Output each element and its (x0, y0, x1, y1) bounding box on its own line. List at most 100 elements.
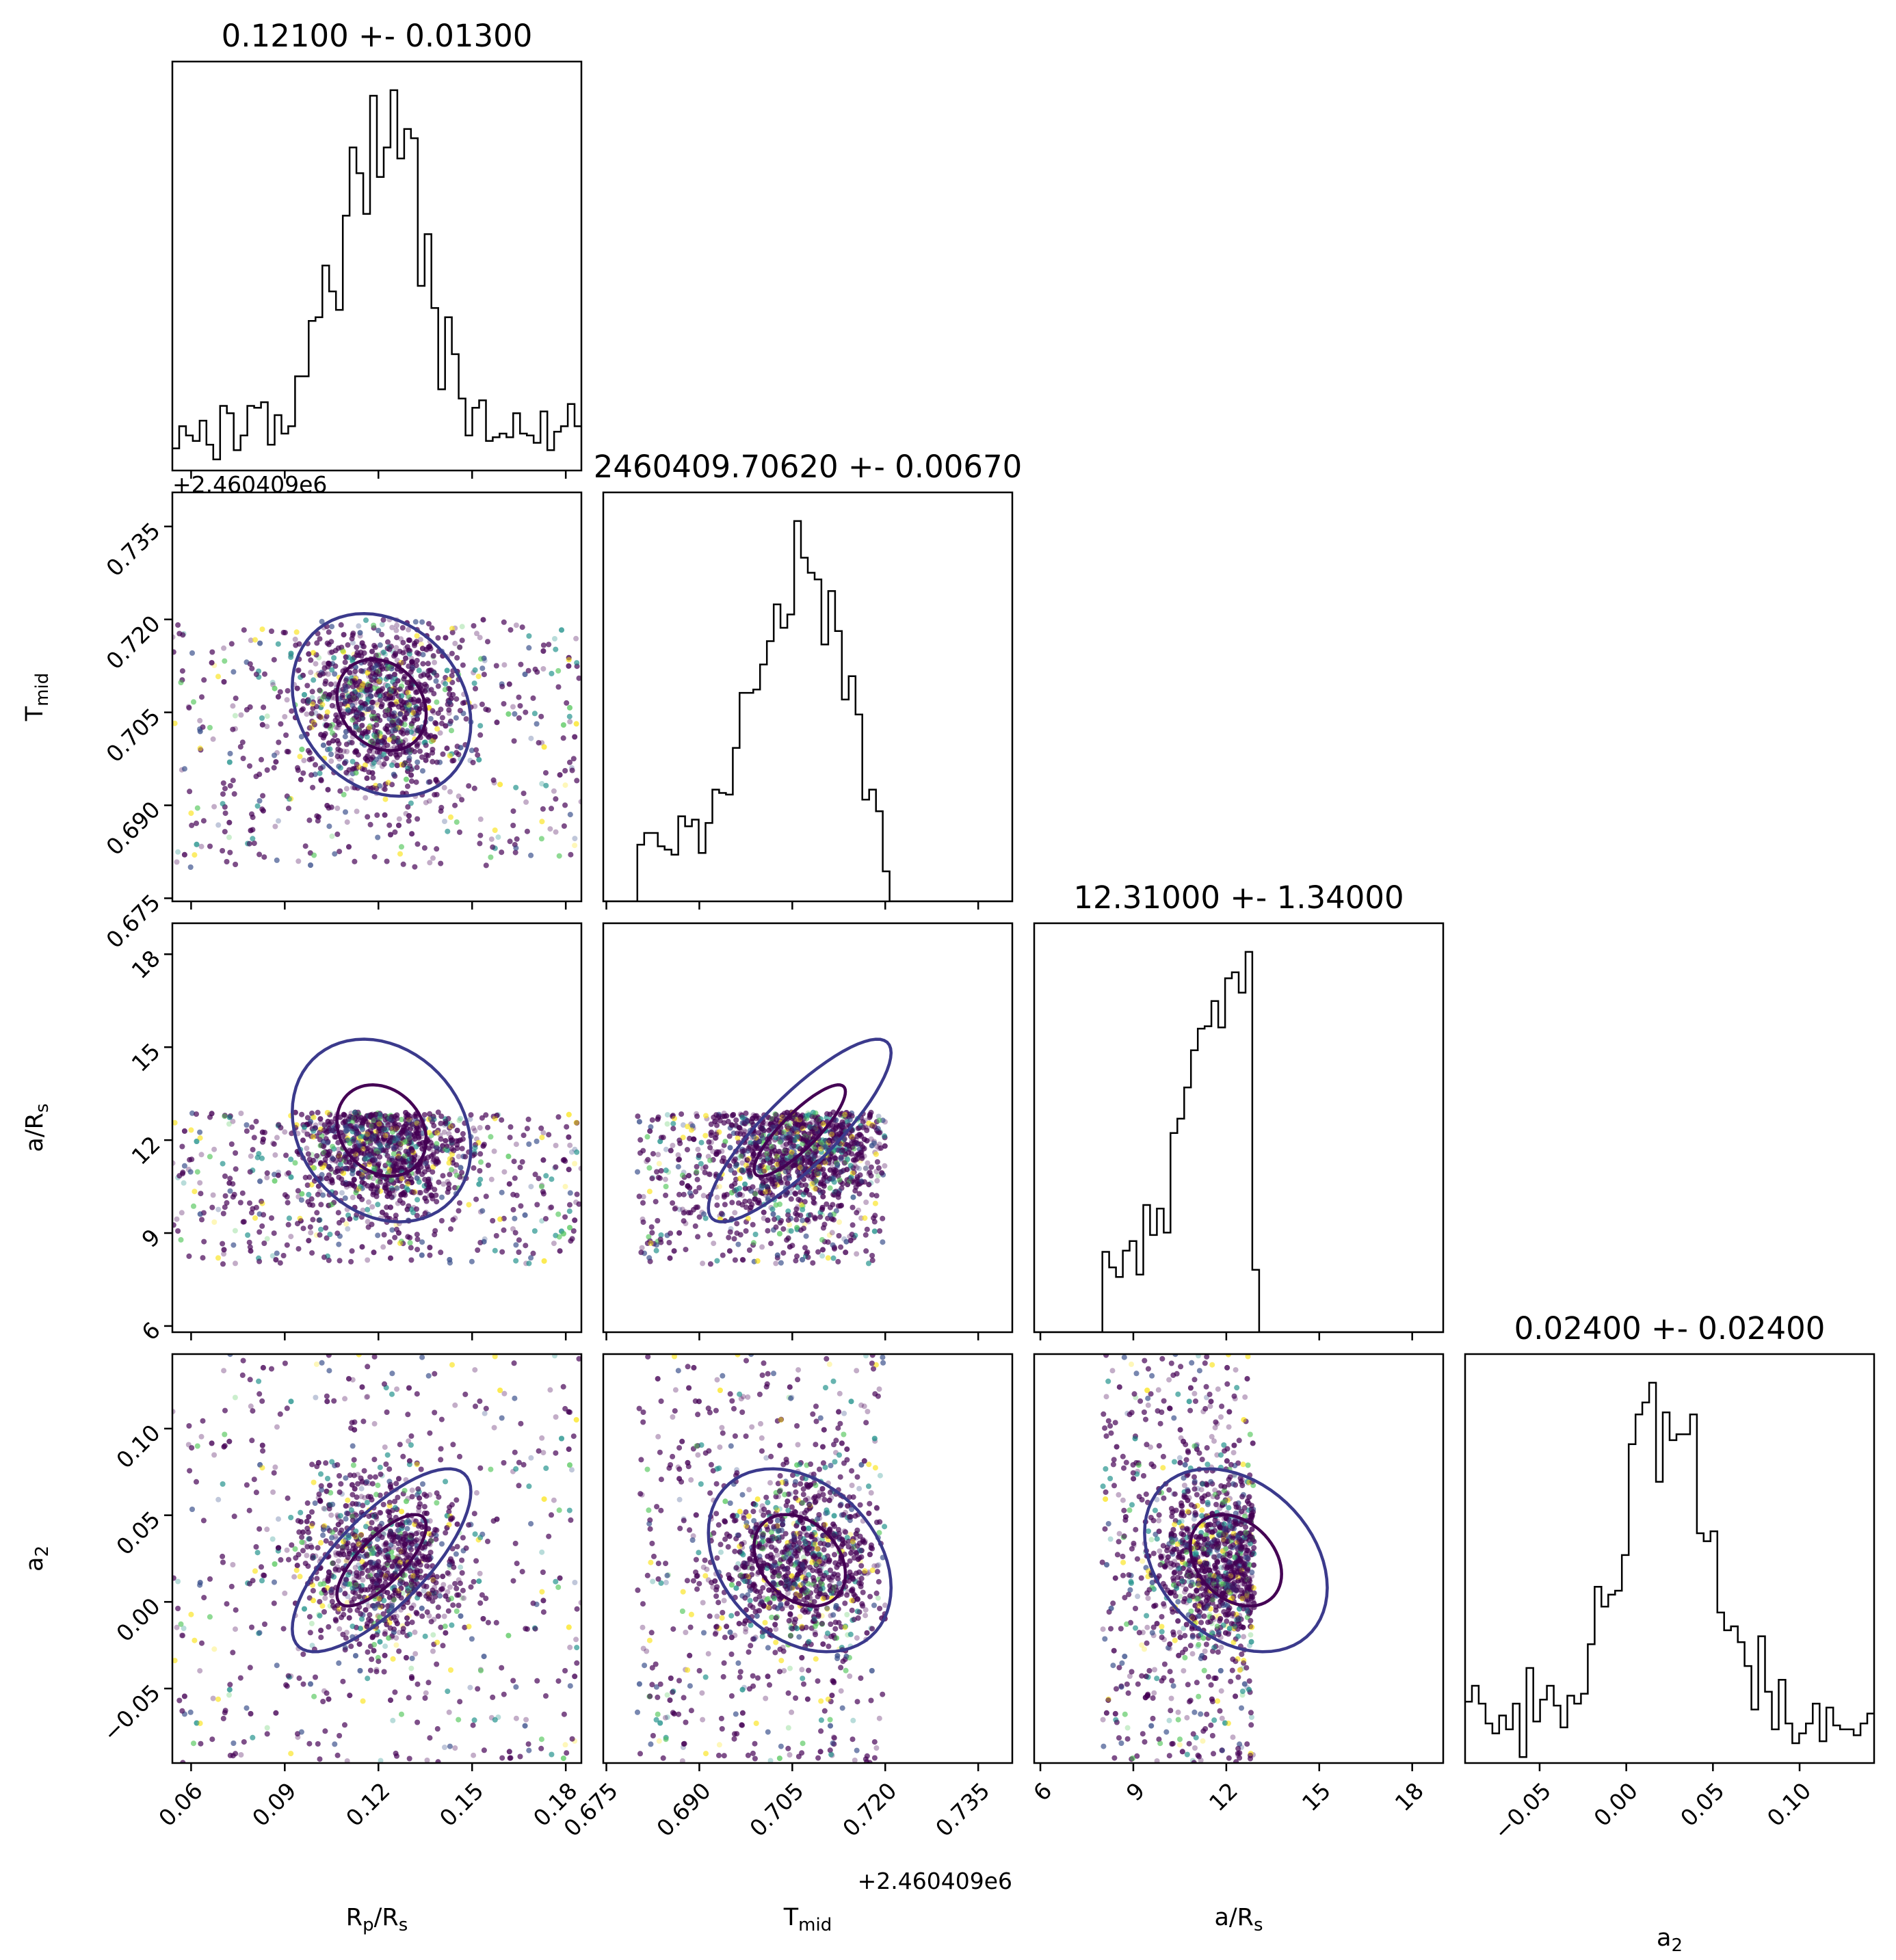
scatter-point (276, 818, 281, 824)
scatter-point (231, 791, 237, 797)
scatter-point (346, 844, 352, 850)
scatter-point (517, 703, 523, 709)
scatter-point (310, 699, 316, 705)
scatter-point (419, 646, 425, 652)
scatter-point (501, 619, 507, 625)
scatter-point (361, 711, 367, 717)
scatter-point (521, 791, 527, 797)
scatter-point (367, 683, 373, 689)
scatter-point (345, 654, 352, 661)
scatter-point (346, 740, 352, 745)
scatter-point (446, 707, 452, 713)
scatter-point (541, 744, 547, 750)
scatter-point (431, 669, 437, 675)
scatter-point (359, 712, 365, 718)
scatter-point (339, 754, 345, 760)
scatter-point (350, 702, 356, 708)
scatter-point (356, 687, 362, 693)
scatter-point (172, 720, 178, 726)
scatter-point (318, 714, 324, 720)
scatter-point (254, 803, 261, 809)
scatter-point (395, 725, 401, 731)
scatter-point (304, 683, 311, 689)
scatter-point (396, 704, 401, 710)
scatter-point (363, 756, 369, 762)
scatter-point (324, 713, 330, 719)
scatter-point (382, 726, 389, 732)
scatter-point (392, 829, 398, 835)
scatter-point (360, 685, 367, 691)
scatter-point (207, 725, 213, 730)
scatter-point (454, 654, 460, 661)
scatter-point (402, 760, 408, 766)
scatter-point (408, 697, 414, 702)
scatter-point (316, 713, 322, 719)
scatter-point (413, 663, 419, 669)
scatter-point (273, 759, 279, 765)
scatter-point (332, 732, 338, 739)
scatter-point (511, 738, 517, 744)
scatter-point (288, 650, 294, 657)
scatter-point (538, 836, 544, 842)
scatter-point (427, 667, 433, 674)
scatter-point (431, 691, 437, 697)
scatter-point (452, 802, 458, 808)
scatter-point (479, 665, 486, 672)
scatter-point (540, 642, 547, 648)
scatter-point (187, 789, 193, 795)
scatter-point (222, 810, 228, 817)
scatter-point (421, 670, 427, 676)
scatter-point (449, 629, 456, 635)
scatter-point (197, 1180, 203, 1186)
scatter-point (400, 730, 406, 737)
scatter-point (344, 819, 350, 825)
scatter-point (365, 728, 371, 734)
scatter-point (347, 699, 353, 705)
scatter-point (445, 701, 451, 707)
scatter-point (310, 699, 316, 705)
scatter-point (398, 719, 404, 726)
scatter-point (521, 791, 527, 797)
scatter-point (398, 721, 404, 727)
scatter-point (354, 683, 360, 689)
scatter-point (390, 695, 396, 701)
scatter-point (373, 669, 380, 675)
scatter-point (358, 649, 364, 655)
scatter-point (367, 687, 373, 693)
scatter-point (434, 846, 440, 852)
scatter-point (394, 763, 400, 769)
scatter-point (404, 711, 410, 717)
scatter-point (332, 648, 339, 654)
scatter-point (326, 661, 332, 666)
scatter-point (306, 725, 313, 731)
scatter-point (260, 808, 266, 814)
scatter-point (389, 719, 395, 726)
scatter-point (362, 762, 368, 768)
scatter-point (343, 741, 350, 747)
scatter-point (354, 652, 360, 659)
scatter-point (394, 763, 400, 769)
scatter-point (363, 701, 369, 707)
scatter-point (329, 649, 335, 655)
scatter-point (422, 739, 428, 745)
scatter-point (221, 679, 227, 685)
scatter-point (499, 849, 505, 856)
scatter-point (313, 762, 318, 768)
scatter-point (543, 770, 549, 776)
scatter-point (373, 672, 379, 678)
scatter-point (381, 761, 387, 767)
scatter-point (326, 641, 332, 648)
scatter-point (433, 776, 439, 782)
scatter-point (528, 1184, 534, 1190)
scatter-point (471, 785, 477, 791)
scatter-point (285, 688, 291, 694)
scatter-point (256, 851, 263, 858)
scatter-point (326, 629, 332, 635)
scatter-point (485, 707, 491, 713)
scatter-point (408, 767, 414, 773)
scatter-point (410, 715, 417, 721)
scatter-point (404, 747, 410, 754)
scatter-point (367, 723, 373, 729)
scatter-point (354, 696, 359, 702)
scatter-point (376, 679, 382, 685)
